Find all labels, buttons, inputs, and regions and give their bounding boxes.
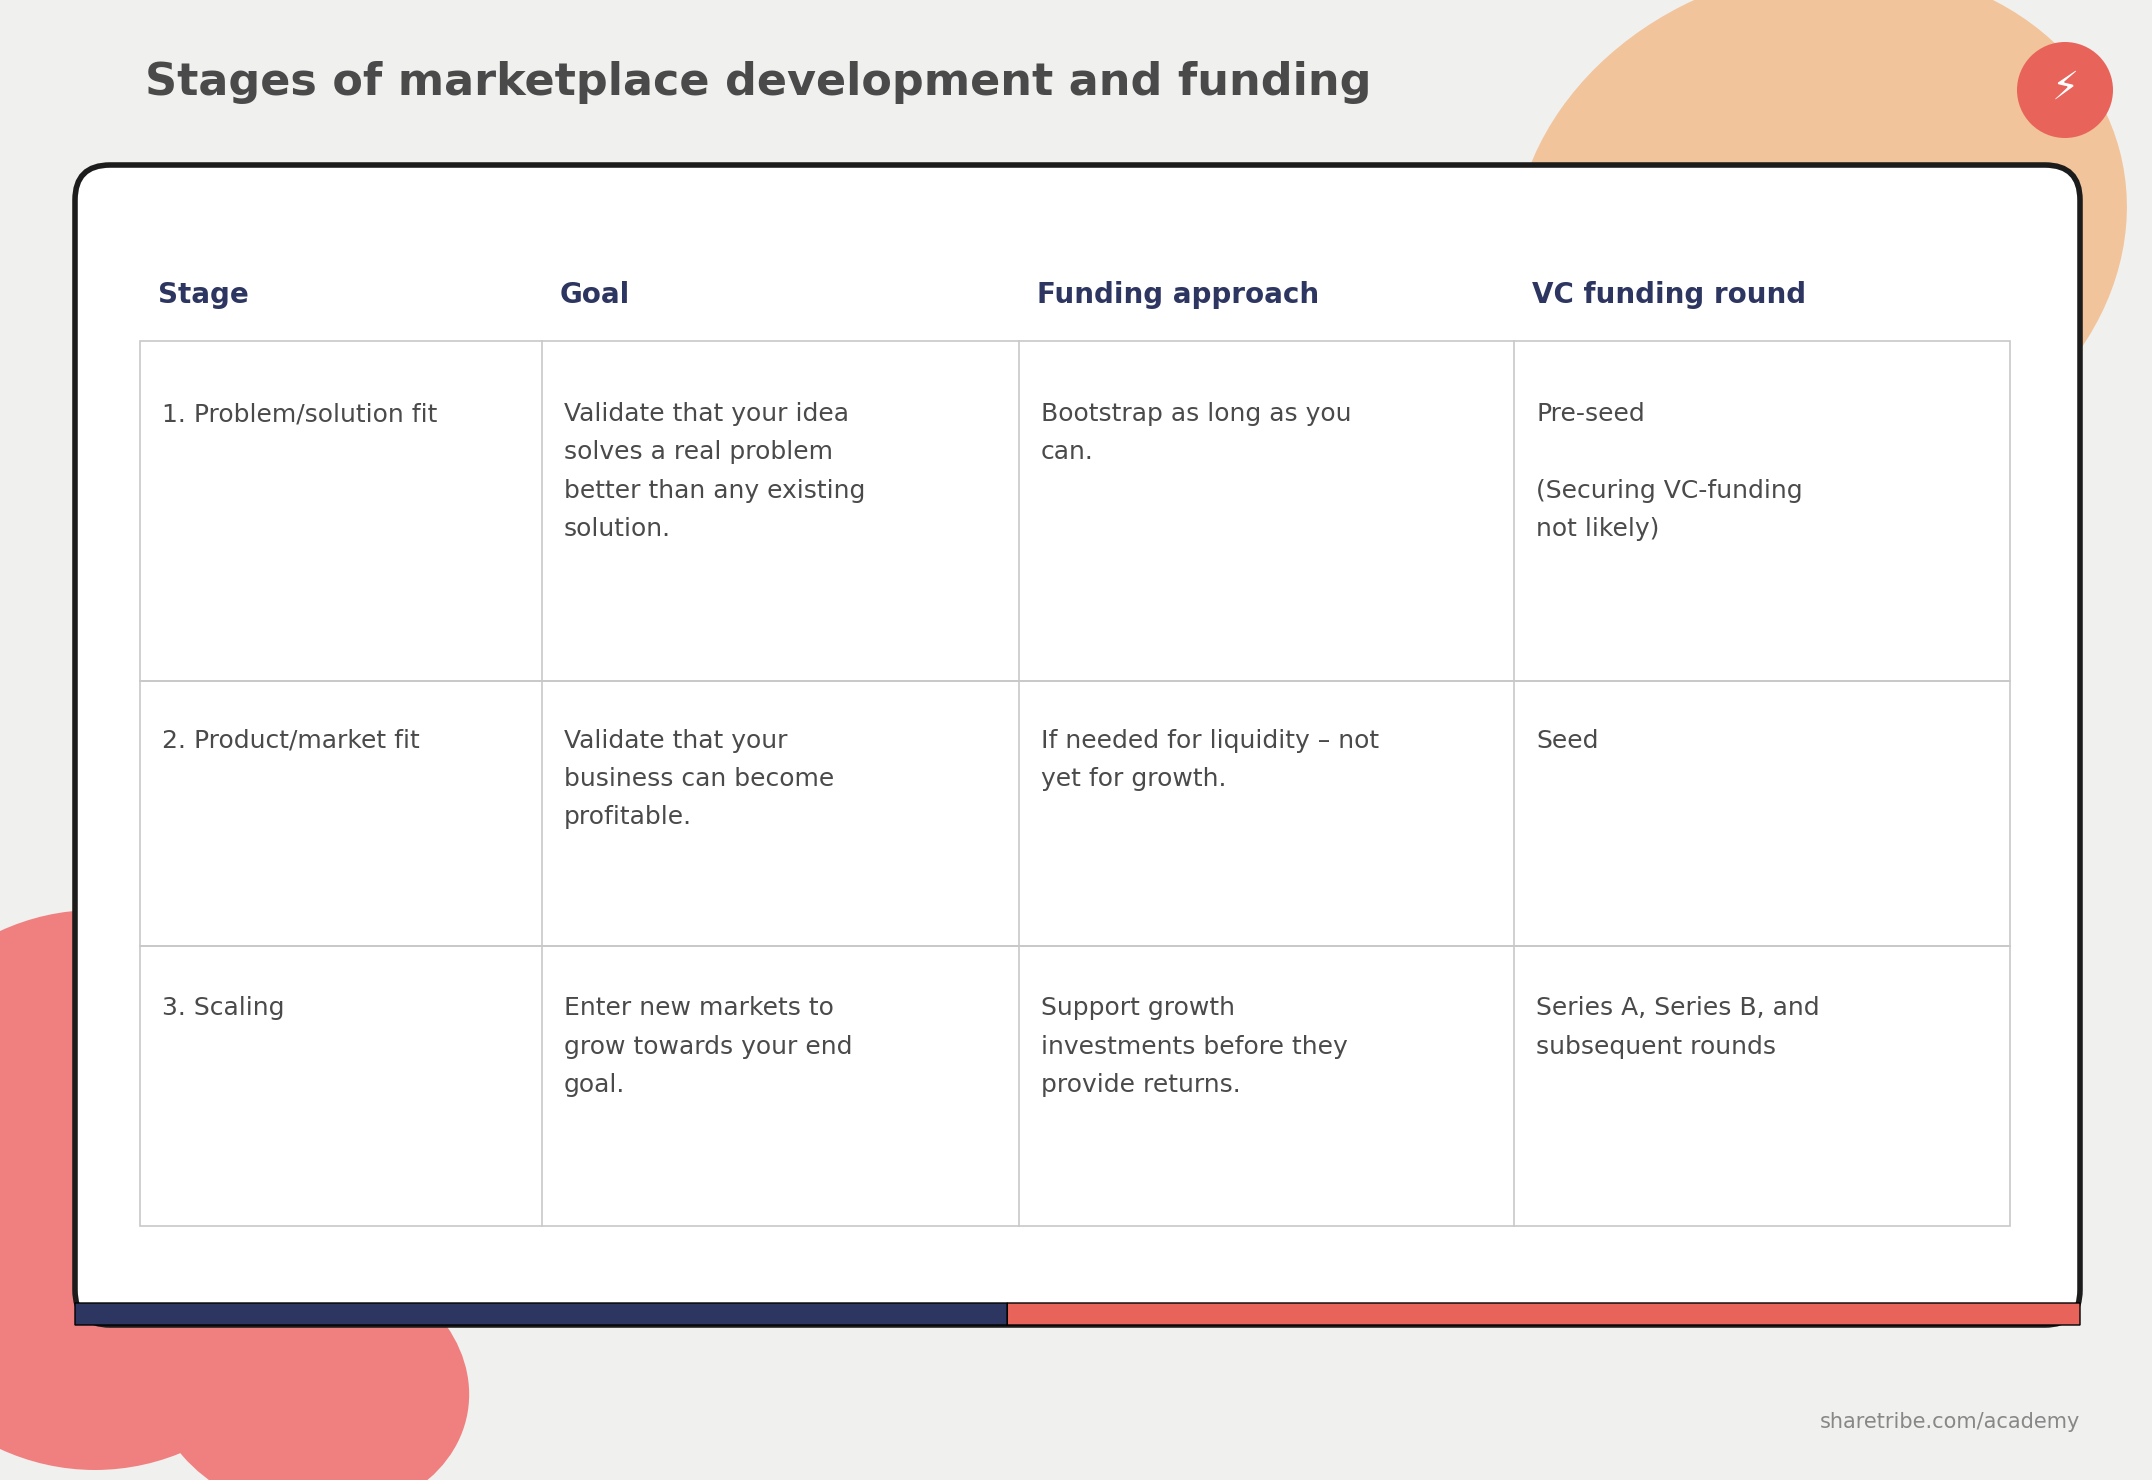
Text: Stage: Stage — [157, 281, 250, 309]
Text: Enter new markets to
grow towards your end
goal.: Enter new markets to grow towards your e… — [564, 996, 852, 1097]
Text: Bootstrap as long as you
can.: Bootstrap as long as you can. — [1042, 403, 1351, 465]
Circle shape — [2016, 41, 2113, 138]
Bar — [140, 946, 2010, 1225]
Text: Support growth
investments before they
provide returns.: Support growth investments before they p… — [1042, 996, 1347, 1097]
Text: Validate that your
business can become
profitable.: Validate that your business can become p… — [564, 728, 835, 829]
Text: Validate that your idea
solves a real problem
better than any existing
solution.: Validate that your idea solves a real pr… — [564, 403, 865, 542]
FancyBboxPatch shape — [1007, 1302, 2081, 1325]
FancyBboxPatch shape — [75, 164, 2081, 1325]
Text: Series A, Series B, and
subsequent rounds: Series A, Series B, and subsequent round… — [1537, 996, 1821, 1058]
Text: If needed for liquidity – not
yet for growth.: If needed for liquidity – not yet for gr… — [1042, 728, 1379, 790]
FancyBboxPatch shape — [75, 1302, 1007, 1325]
Text: VC funding round: VC funding round — [1532, 281, 1806, 309]
Text: Funding approach: Funding approach — [1037, 281, 1319, 309]
Bar — [140, 681, 2010, 946]
Ellipse shape — [0, 910, 344, 1470]
Text: Stages of marketplace development and funding: Stages of marketplace development and fu… — [144, 61, 1371, 104]
Ellipse shape — [151, 1254, 469, 1480]
Ellipse shape — [1513, 0, 2126, 494]
Bar — [140, 340, 2010, 681]
Text: 1. Problem/solution fit: 1. Problem/solution fit — [161, 403, 437, 426]
Text: sharetribe.com/academy: sharetribe.com/academy — [1821, 1412, 2081, 1433]
Text: ⚡: ⚡ — [2051, 70, 2079, 107]
Text: Seed: Seed — [1537, 728, 1599, 753]
Text: Pre-seed

(Securing VC-funding
not likely): Pre-seed (Securing VC-funding not likely… — [1537, 403, 1803, 542]
Text: Goal: Goal — [560, 281, 631, 309]
Text: 2. Product/market fit: 2. Product/market fit — [161, 728, 420, 753]
Text: 3. Scaling: 3. Scaling — [161, 996, 284, 1020]
